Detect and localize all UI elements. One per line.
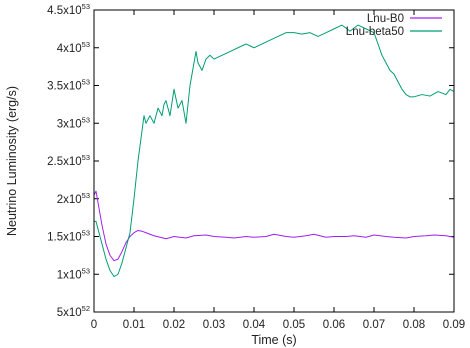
y-tick-mantissa: 5x10 [57,307,82,319]
y-tick-label: 2x1053 [57,191,90,206]
x-tick-label: 0.09 [443,319,465,331]
y-tick-label: 1.5x1053 [47,229,90,244]
y-tick-mantissa: 4.5x10 [47,5,82,17]
x-tick-label: 0.06 [323,319,345,331]
y-tick-exponent: 53 [82,78,90,87]
x-tick-label: 0.05 [283,319,305,331]
series-line-lnu-b0 [93,190,455,262]
x-axis-title: Time (s) [251,333,296,347]
y-tick-mantissa: 2.5x10 [47,156,82,168]
x-tick-label: 0 [91,319,97,331]
y-tick-mantissa: 4x10 [57,43,82,55]
y-tick-exponent: 53 [82,40,90,49]
y-tick-mantissa: 1.5x10 [47,232,82,244]
y-tick-exponent: 53 [82,2,90,11]
x-tick-label: 0.01 [123,319,145,331]
x-tick-label: 0.08 [403,319,425,331]
y-axis-title: Neutrino Luminosity (erg/s) [5,86,19,236]
y-tick-mantissa: 3.5x10 [47,81,82,93]
y-tick-exponent: 53 [82,229,90,238]
y-tick-label: 1x1053 [57,266,90,281]
plot-frame [93,9,455,313]
legend-label: Lnu-beta50 [346,26,404,38]
x-tick-label: 0.03 [203,319,225,331]
y-tick-label: 5x1052 [57,304,90,319]
y-tick-label: 3x1053 [57,115,90,130]
y-tick-exponent: 53 [82,266,90,275]
y-tick-exponent: 52 [82,304,90,313]
y-tick-exponent: 53 [82,153,90,162]
y-tick-label: 3.5x1053 [47,78,90,93]
legend-label: Lnu-B0 [367,13,404,25]
y-tick-label: 4x1053 [57,40,90,55]
y-tick-exponent: 53 [82,191,90,200]
y-tick-mantissa: 3x10 [57,118,82,130]
plot-series [93,24,455,278]
y-tick-label: 4.5x1053 [47,2,90,17]
x-tick-label: 0.07 [363,319,385,331]
y-tick-exponent: 53 [82,115,90,124]
axis-ticks: 0 0.01 0.02 0.03 0.04 0.05 0.06 0.07 0.08 0.09 5x1… [47,2,465,331]
x-tick-label: 0.04 [243,319,266,331]
y-tick-mantissa: 2x10 [57,194,82,206]
x-tick-label: 0.02 [163,319,185,331]
y-tick-label: 2.5x1053 [47,153,90,168]
y-tick-mantissa: 1x10 [57,269,82,281]
series-line-lnu-beta50 [94,24,455,278]
